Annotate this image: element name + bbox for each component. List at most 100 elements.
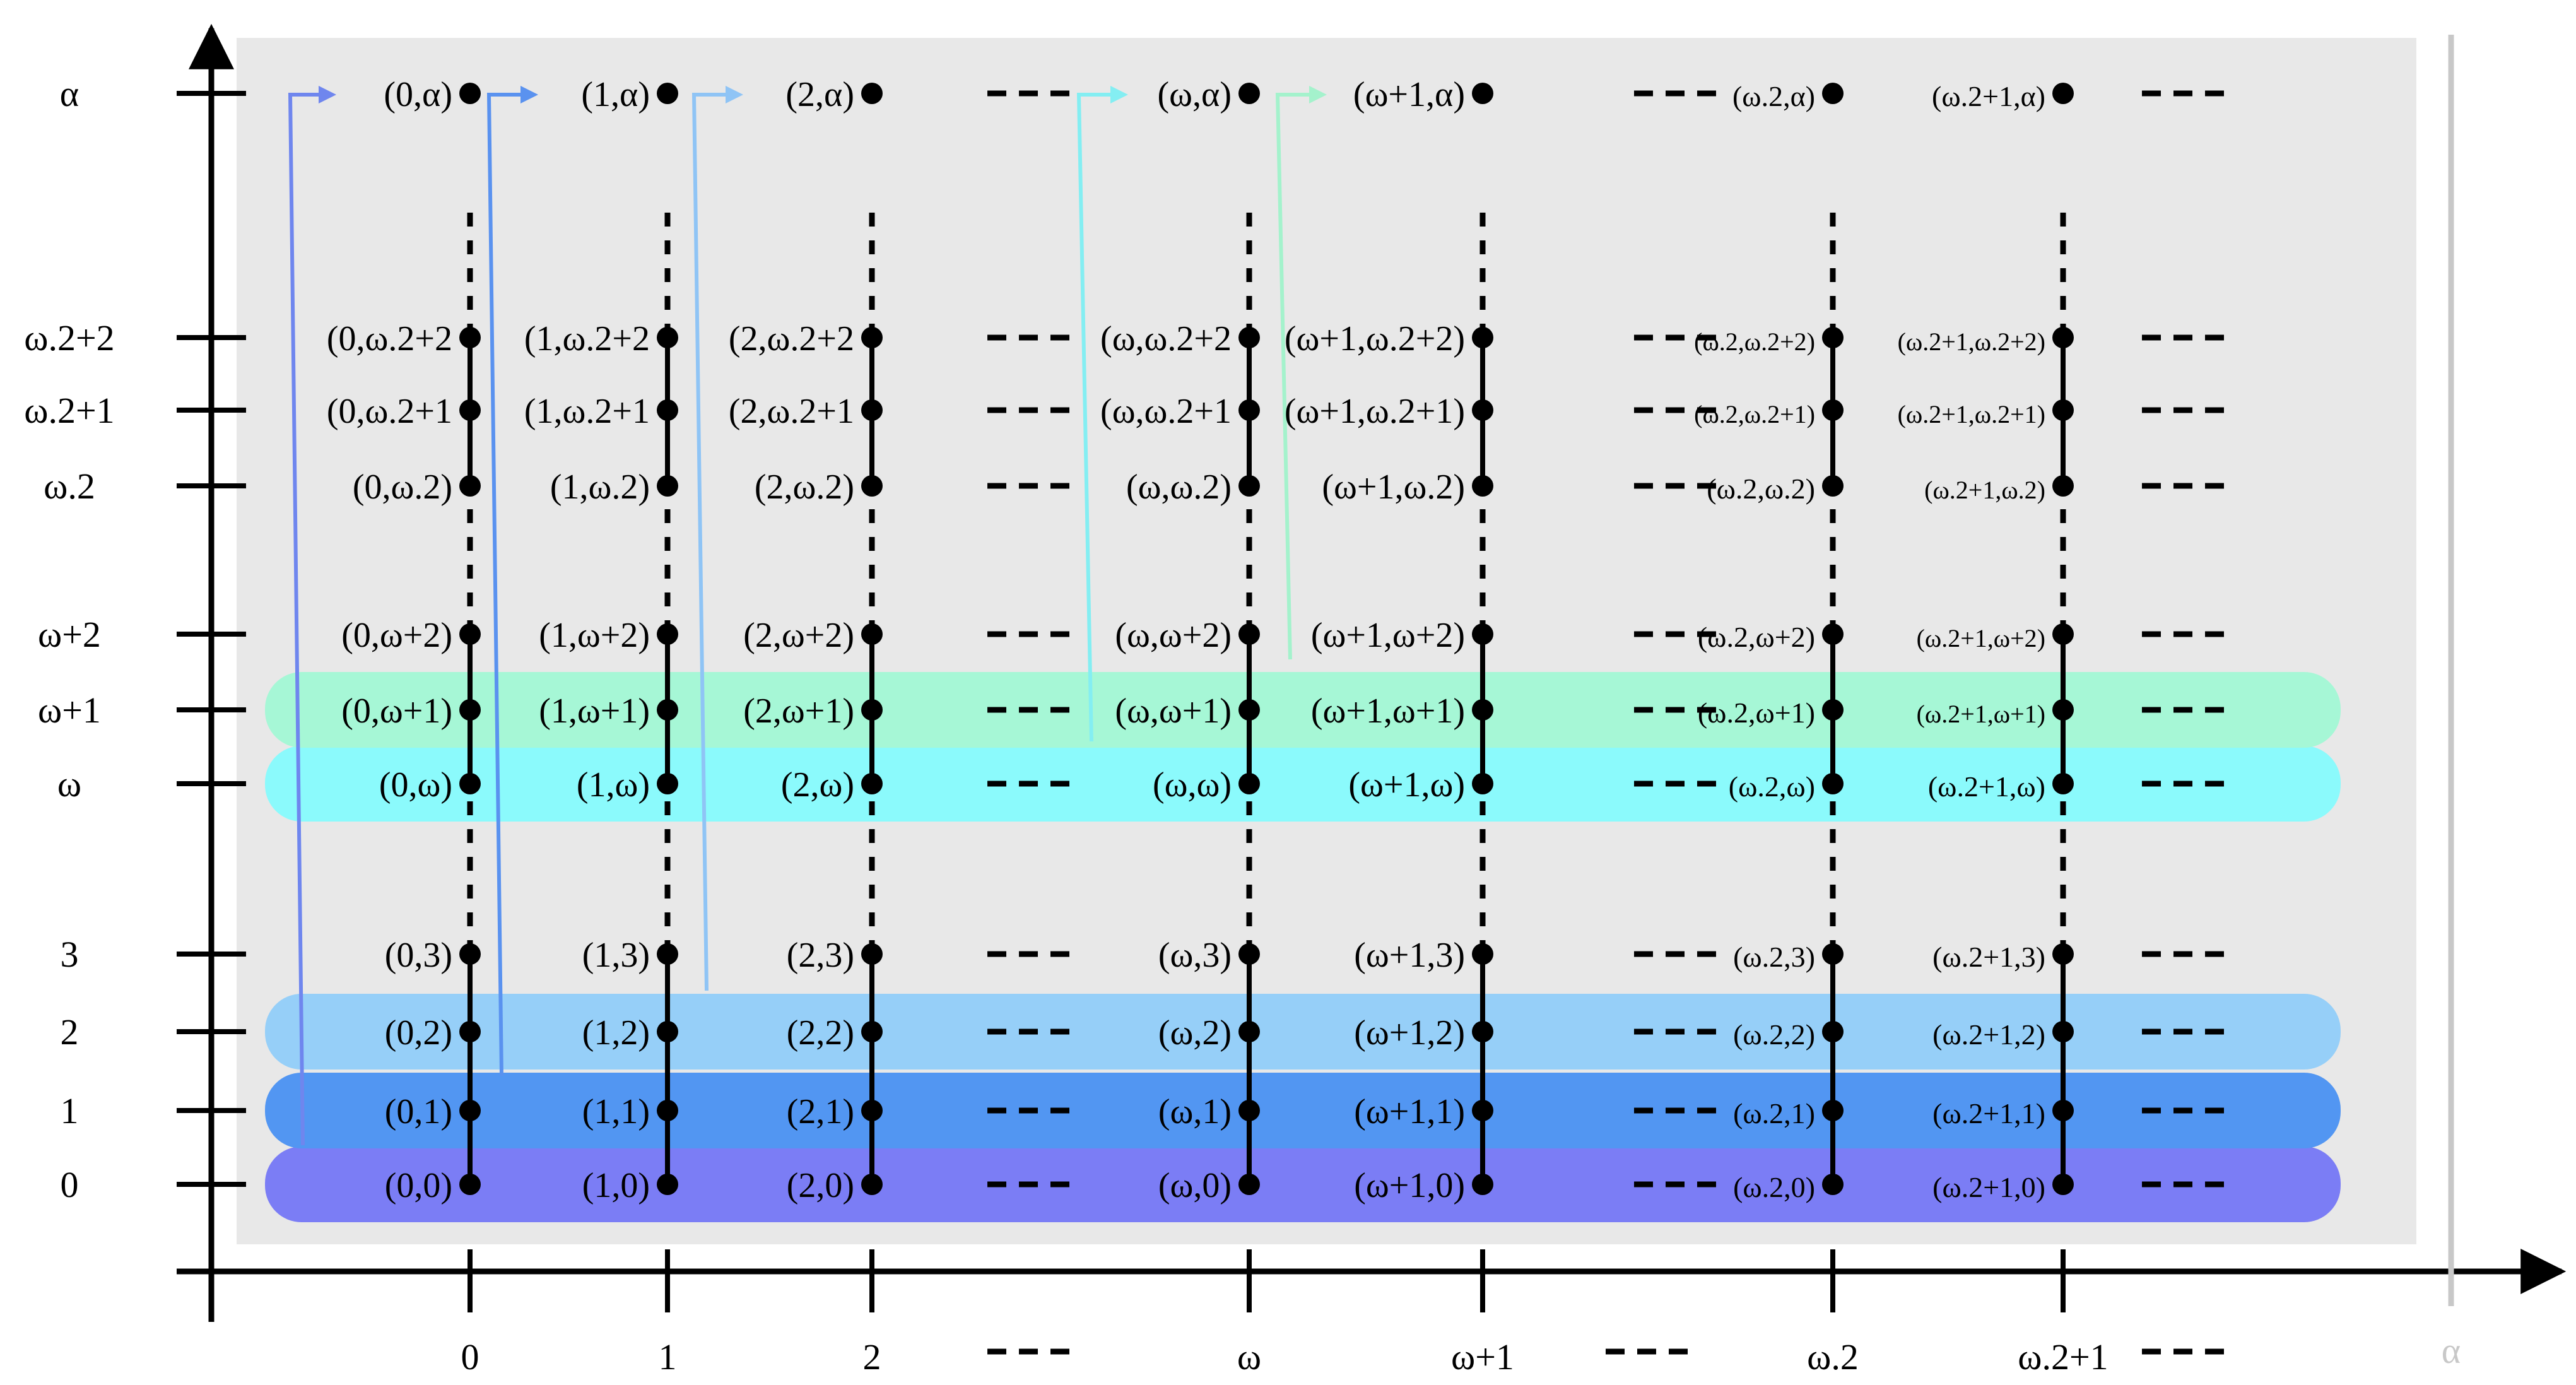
point-dot (459, 943, 481, 965)
point-dot (1472, 773, 1493, 794)
point-dot (1238, 623, 1260, 645)
point-dot (1238, 943, 1260, 965)
point-dot (1822, 1100, 1844, 1121)
point-label: (ω.2+1,ω.2+1) (1898, 400, 2045, 428)
point-label: (ω.2,α) (1732, 80, 1815, 112)
point-dot (459, 699, 481, 721)
point-dot (1472, 623, 1493, 645)
point-dot (1822, 699, 1844, 721)
point-label: (ω,3) (1158, 936, 1232, 975)
point-label: (ω.2+1,ω+1) (1917, 700, 2045, 728)
point-dot (1238, 475, 1260, 497)
point-dot (459, 773, 481, 794)
point-label: (ω.2+1,ω.2) (1924, 476, 2045, 504)
point-label: (2,ω.2+2 (729, 319, 854, 358)
point-label: (ω.2,3) (1733, 941, 1815, 973)
point-dot (2052, 399, 2074, 421)
point-label: (0,ω.2+2 (327, 319, 452, 358)
point-dot (459, 623, 481, 645)
point-dot (657, 1174, 678, 1195)
point-dot (1472, 699, 1493, 721)
successor-arrow-head (520, 86, 538, 103)
point-label: (ω,ω+1) (1115, 692, 1232, 731)
point-dot (1472, 475, 1493, 497)
point-label: (1,0) (582, 1166, 650, 1205)
point-dot (861, 1100, 883, 1121)
point-label: (0,3) (385, 936, 452, 975)
point-label: (ω.2+1,3) (1932, 941, 2045, 973)
point-dot (657, 773, 678, 794)
successor-arrow (486, 93, 520, 1076)
successor-arrow-head (726, 86, 743, 103)
points: (0,0) (1,0) (2,0) (ω,0) (ω+1,0) (ω.2,0) (ω.2+1… (327, 75, 2074, 1205)
point-label: (0,ω.2) (353, 468, 452, 507)
point-label: (ω.2+1,0) (1932, 1171, 2045, 1203)
point-dot (2052, 623, 2074, 645)
point-dot (1822, 1021, 1844, 1042)
point-label: (0,ω+2) (341, 616, 452, 655)
point-dot (1238, 699, 1260, 721)
point-label: (ω+1,ω.2) (1322, 468, 1465, 507)
point-dot (1472, 399, 1493, 421)
point-label: (1,3) (582, 936, 650, 975)
x-tick-label: ω.2 (1807, 1336, 1859, 1377)
point-label: (2,1) (787, 1092, 854, 1131)
point-dot (861, 1174, 883, 1195)
point-label: (ω+1,2) (1354, 1013, 1465, 1052)
row-band-1 (265, 1073, 2341, 1148)
point-dot (657, 83, 678, 104)
point-label: (2,ω+2) (743, 616, 854, 655)
point-dot (657, 475, 678, 497)
point-label: (ω,ω.2+1 (1100, 392, 1232, 431)
point-dot (861, 475, 883, 497)
point-label: (ω.2,ω+2) (1698, 621, 1815, 653)
point-label: (ω+1,ω) (1348, 765, 1465, 804)
successor-arrow-head (1309, 86, 1327, 103)
point-dot (1238, 1100, 1260, 1121)
point-label: (ω+1,α) (1353, 75, 1465, 114)
point-label: (0,α) (384, 75, 452, 114)
successor-arrow (288, 93, 319, 1146)
point-label: (1,1) (582, 1092, 650, 1131)
point-label: (0,2) (385, 1013, 452, 1052)
point-label: (ω,ω) (1153, 765, 1232, 804)
point-dot (861, 699, 883, 721)
point-label: (ω.2+1,α) (1932, 80, 2045, 112)
x-tick-label: ω.2+1 (2018, 1336, 2108, 1377)
ellipses (987, 90, 2224, 1355)
point-dot (861, 943, 883, 965)
point-dot (657, 327, 678, 348)
point-label: (1,ω.2) (550, 468, 650, 507)
point-label: (ω+1,ω+2) (1311, 616, 1465, 655)
point-label: (ω+1,ω.2+2) (1285, 319, 1465, 358)
point-dot (1822, 623, 1844, 645)
y-tick-label: ω+1 (38, 690, 101, 731)
point-label: (ω,ω.2) (1126, 468, 1232, 507)
point-dot (2052, 699, 2074, 721)
successor-arrow (691, 93, 726, 991)
point-dot (459, 1021, 481, 1042)
point-dot (1472, 83, 1493, 104)
point-dot (1822, 83, 1844, 104)
point-dot (2052, 943, 2074, 965)
point-dot (657, 943, 678, 965)
y-tick-label: ω.2 (44, 466, 95, 507)
point-label: (2,ω.2+1 (729, 392, 854, 431)
point-label: (ω,0) (1158, 1166, 1232, 1205)
point-label: (1,ω.2+2 (524, 319, 650, 358)
point-label: (ω.2+1,2) (1932, 1018, 2045, 1051)
point-label: (2,3) (787, 936, 854, 975)
point-dot (2052, 773, 2074, 794)
point-dot (657, 1021, 678, 1042)
point-dot (1238, 327, 1260, 348)
point-label: (ω.2,ω.2) (1707, 473, 1815, 505)
y-tick-label: α (60, 73, 79, 114)
point-label: (ω,2) (1158, 1013, 1232, 1052)
point-dot (861, 327, 883, 348)
point-dot (2052, 1174, 2074, 1195)
point-label: (0,ω.2+1 (327, 392, 452, 431)
point-label: (ω.2,2) (1733, 1018, 1815, 1051)
x-tick-label: ω (1237, 1336, 1261, 1377)
point-label: (ω.2+1,1) (1932, 1097, 2045, 1129)
